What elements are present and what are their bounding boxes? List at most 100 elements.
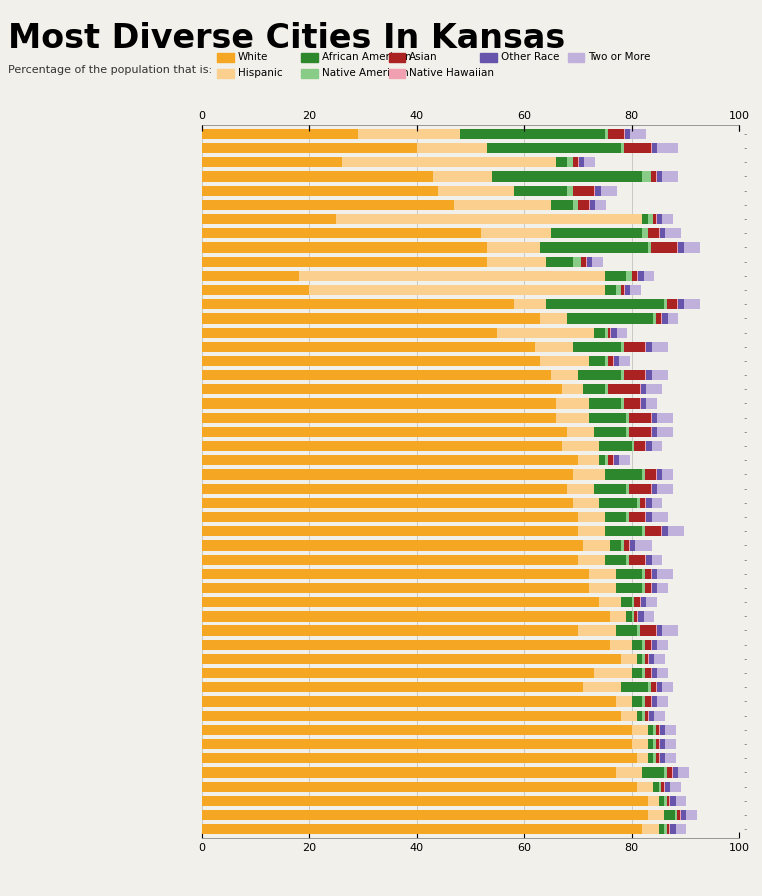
Bar: [642, 767, 664, 778]
Bar: [487, 143, 621, 153]
Bar: [637, 654, 642, 664]
Bar: [632, 640, 642, 650]
Bar: [459, 129, 605, 139]
Bar: [652, 413, 657, 423]
Bar: [651, 171, 656, 182]
Bar: [202, 654, 621, 664]
Bar: [202, 399, 556, 409]
Bar: [202, 470, 572, 479]
Bar: [605, 271, 626, 281]
Bar: [309, 285, 605, 295]
Bar: [613, 455, 614, 465]
Bar: [202, 384, 562, 394]
Text: Percentage of the population that is:: Percentage of the population that is:: [8, 65, 212, 74]
Bar: [202, 583, 589, 593]
Bar: [646, 370, 652, 380]
Text: -: -: [744, 470, 747, 479]
Bar: [572, 470, 605, 479]
Bar: [620, 455, 630, 465]
Bar: [656, 625, 657, 635]
Bar: [658, 796, 664, 806]
Bar: [642, 569, 645, 579]
Text: -: -: [744, 299, 747, 309]
Bar: [651, 413, 652, 423]
Bar: [657, 484, 673, 494]
Bar: [581, 256, 586, 267]
Bar: [616, 285, 621, 295]
Bar: [646, 555, 652, 564]
Bar: [613, 356, 614, 366]
Bar: [202, 228, 482, 238]
Bar: [637, 711, 642, 721]
Bar: [202, 328, 498, 338]
Bar: [646, 498, 652, 508]
Text: -: -: [744, 711, 747, 720]
Text: -: -: [744, 796, 747, 806]
Bar: [202, 696, 616, 707]
Text: Two or More: Two or More: [588, 52, 651, 63]
Bar: [202, 143, 417, 153]
Bar: [655, 711, 665, 721]
Bar: [651, 682, 656, 693]
Bar: [641, 399, 646, 409]
Bar: [632, 611, 635, 622]
Bar: [646, 441, 652, 452]
Bar: [665, 228, 681, 238]
Bar: [669, 824, 671, 834]
Bar: [657, 682, 662, 693]
Bar: [674, 810, 677, 820]
Bar: [498, 328, 594, 338]
Bar: [578, 157, 579, 168]
Bar: [671, 824, 676, 834]
Bar: [664, 767, 667, 778]
Bar: [629, 540, 630, 550]
Bar: [482, 228, 551, 238]
Bar: [668, 314, 678, 323]
Bar: [621, 682, 648, 693]
Bar: [635, 597, 640, 607]
Bar: [202, 682, 584, 693]
Bar: [626, 611, 632, 622]
Bar: [629, 426, 651, 437]
Bar: [645, 569, 651, 579]
Bar: [642, 171, 651, 182]
Bar: [638, 611, 644, 622]
Bar: [202, 512, 578, 522]
Bar: [642, 214, 648, 224]
Bar: [417, 143, 487, 153]
Bar: [642, 824, 658, 834]
Text: -: -: [744, 455, 747, 465]
Bar: [657, 143, 678, 153]
Bar: [621, 540, 623, 550]
Bar: [645, 711, 648, 721]
Bar: [202, 413, 556, 423]
Bar: [657, 413, 673, 423]
Bar: [645, 555, 646, 564]
Bar: [645, 640, 651, 650]
Bar: [655, 654, 665, 664]
Bar: [656, 214, 657, 224]
Bar: [636, 540, 652, 550]
Bar: [644, 611, 655, 622]
Bar: [660, 228, 665, 238]
Bar: [651, 569, 652, 579]
Bar: [202, 256, 487, 267]
Bar: [202, 314, 540, 323]
Text: -: -: [744, 399, 747, 409]
Bar: [661, 781, 664, 792]
Bar: [645, 696, 651, 707]
Bar: [567, 185, 572, 196]
Bar: [202, 484, 567, 494]
Bar: [642, 640, 645, 650]
Bar: [687, 810, 697, 820]
Text: -: -: [744, 611, 747, 622]
Bar: [652, 484, 657, 494]
Text: -: -: [744, 513, 747, 522]
Bar: [593, 256, 604, 267]
Bar: [595, 185, 600, 196]
Bar: [684, 242, 700, 253]
Bar: [605, 555, 626, 564]
Text: -: -: [744, 341, 747, 352]
Bar: [433, 171, 492, 182]
Bar: [202, 824, 642, 834]
